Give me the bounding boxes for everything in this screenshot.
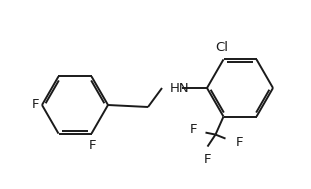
- Text: Cl: Cl: [215, 41, 228, 54]
- Text: HN: HN: [170, 81, 190, 94]
- Text: F: F: [204, 153, 211, 166]
- Text: F: F: [31, 98, 39, 112]
- Text: F: F: [89, 139, 96, 152]
- Text: F: F: [190, 123, 197, 136]
- Text: F: F: [235, 136, 243, 149]
